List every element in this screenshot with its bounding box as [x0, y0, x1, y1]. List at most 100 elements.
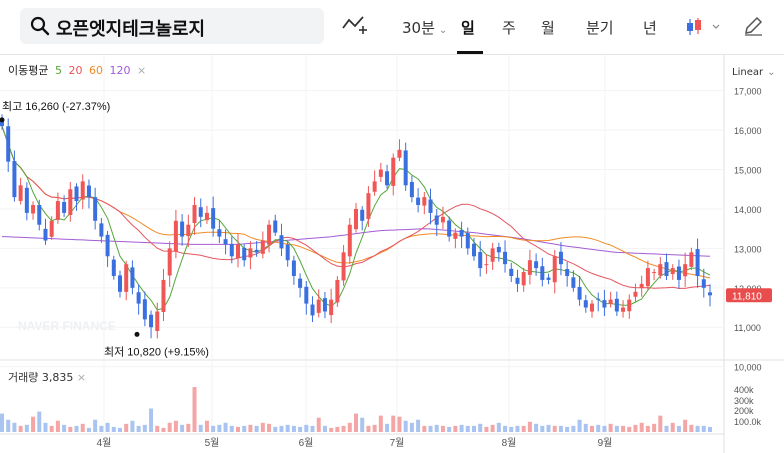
- volume-bar: [322, 425, 327, 432]
- close-icon[interactable]: ×: [136, 64, 147, 77]
- volume-bar: [360, 417, 365, 432]
- candle-body: [43, 228, 48, 241]
- volume-bar: [180, 424, 185, 432]
- volume-bar: [173, 420, 178, 432]
- candle-body: [360, 209, 365, 221]
- volume-bar: [527, 421, 532, 432]
- volume-bar: [627, 426, 632, 432]
- volume-bar: [298, 426, 303, 432]
- volume-bar: [161, 427, 166, 432]
- candle-body: [590, 303, 594, 312]
- stock-search-box[interactable]: 오픈엣지테크놀로지: [20, 8, 324, 44]
- ma20-line: [1, 126, 711, 289]
- tab-year[interactable]: 년: [643, 19, 657, 37]
- pencil-icon[interactable]: [742, 15, 764, 37]
- candle-body: [180, 221, 185, 237]
- legend-ma60[interactable]: 60: [88, 64, 103, 77]
- candle-body: [316, 299, 321, 313]
- candle-body: [472, 243, 476, 257]
- tab-quarter[interactable]: 분기: [586, 19, 614, 37]
- search-input[interactable]: 오픈엣지테크놀로지: [56, 19, 206, 40]
- candle-body: [565, 269, 570, 276]
- candle-body: [409, 181, 414, 198]
- candle-body: [335, 279, 340, 303]
- interval-30m-dropdown[interactable]: 30분 ⌄: [402, 17, 447, 38]
- volume-bar: [242, 425, 247, 432]
- candle-body: [124, 264, 129, 292]
- candle-body: [267, 224, 272, 245]
- volume-bar: [645, 425, 650, 432]
- candle-body: [347, 224, 352, 257]
- volume-bar: [372, 424, 377, 432]
- x-tick-label: 5월: [205, 437, 220, 449]
- chevron-down-icon: ⌄: [438, 25, 448, 36]
- candle-body: [12, 161, 17, 198]
- volume-bar: [49, 425, 54, 432]
- volume-bar: [329, 427, 334, 432]
- candle-body: [99, 223, 104, 237]
- volume-bar: [478, 423, 483, 432]
- legend-ma20[interactable]: 20: [68, 64, 83, 77]
- candle-body: [577, 286, 582, 300]
- candle-body: [248, 248, 253, 258]
- volume-tick-label: 200k: [734, 406, 754, 416]
- volume-bar: [142, 424, 147, 432]
- candle-body: [242, 247, 247, 261]
- volume-bar: [18, 425, 23, 432]
- volume-bar: [99, 425, 104, 432]
- candle-body: [416, 197, 421, 206]
- volume-bar: [273, 426, 278, 432]
- candle-body: [136, 292, 141, 304]
- volume-bar: [74, 425, 79, 432]
- volume-bar: [304, 424, 309, 432]
- volume-bar: [552, 425, 557, 432]
- candle-body: [192, 205, 197, 224]
- candle-body: [155, 311, 160, 331]
- volume-bar: [521, 425, 526, 432]
- candle-body: [111, 259, 116, 276]
- volume-bar: [608, 423, 613, 432]
- tab-week[interactable]: 주: [502, 19, 516, 37]
- candle-body: [74, 186, 79, 202]
- y-tick-label: 17,000: [734, 87, 762, 97]
- candle-body: [322, 298, 327, 312]
- candle-body: [49, 220, 54, 237]
- volume-bar: [24, 424, 29, 432]
- x-tick-label: 9월: [598, 437, 613, 449]
- candle-body: [130, 267, 135, 288]
- candle-body: [298, 278, 303, 288]
- volume-bar: [149, 408, 154, 432]
- high-note: 최고 16,260 (-27.37%): [2, 100, 110, 113]
- candle-body: [447, 220, 452, 237]
- volume-bar: [708, 426, 712, 432]
- volume-tick-label: 100.0k: [734, 417, 762, 427]
- tab-month[interactable]: 월: [541, 19, 555, 37]
- candle-body: [118, 275, 122, 292]
- candle-body: [689, 252, 694, 267]
- volume-bar: [211, 425, 216, 432]
- candle-body: [459, 229, 464, 237]
- volume-bar: [391, 415, 396, 432]
- y-tick-label: 16,000: [734, 126, 762, 136]
- candle-body: [434, 215, 439, 225]
- legend-ma120[interactable]: 120: [109, 64, 131, 77]
- candle-body: [254, 249, 259, 253]
- close-icon[interactable]: ×: [76, 371, 87, 384]
- candle-body: [602, 300, 607, 308]
- trendline-add-icon[interactable]: [342, 14, 368, 36]
- volume-bar: [571, 425, 576, 432]
- tab-day[interactable]: 일: [461, 19, 475, 37]
- candlestick-type-icon[interactable]: [686, 17, 722, 37]
- x-tick-label: 7월: [390, 437, 405, 449]
- candle-body: [55, 201, 60, 220]
- legend-ma5[interactable]: 5: [54, 64, 62, 77]
- candle-body: [341, 252, 346, 281]
- volume-bar: [279, 425, 284, 432]
- candle-body: [552, 256, 557, 283]
- candle-body: [428, 199, 433, 213]
- candle-body: [546, 277, 551, 280]
- scale-mode-label[interactable]: Linear ⌄: [732, 67, 775, 78]
- candle-body: [478, 252, 483, 269]
- volume-bar: [621, 425, 626, 432]
